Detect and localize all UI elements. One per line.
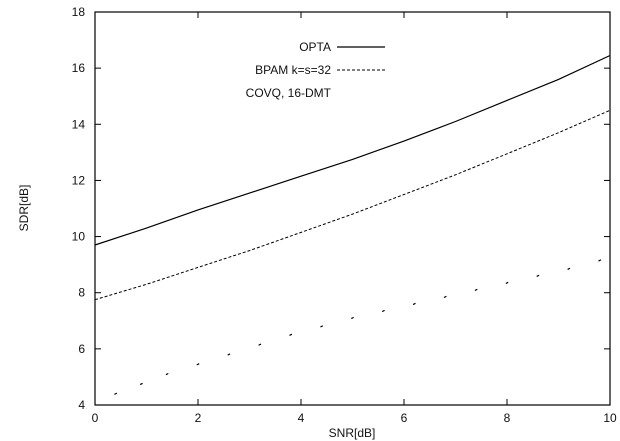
y-tick-label: 18 xyxy=(72,5,86,19)
series-covq-16-dmt-point xyxy=(139,382,143,386)
series-covq-16-dmt-point xyxy=(474,288,478,292)
series-covq-16-dmt-point xyxy=(227,353,231,356)
series-layer xyxy=(94,54,611,395)
x-tick-label: 4 xyxy=(298,411,305,425)
series-covq-16-dmt-point xyxy=(165,372,169,376)
series-covq-16-dmt-point xyxy=(196,363,200,366)
x-tick-label: 8 xyxy=(504,411,511,425)
series-covq-16-dmt-point xyxy=(536,274,540,278)
series-covq-16-dmt-point xyxy=(289,333,293,336)
y-tick-label: 10 xyxy=(72,230,86,244)
plot-frame xyxy=(94,11,611,406)
x-axis-label: SNR[dB] xyxy=(329,426,376,440)
y-tick-label: 4 xyxy=(78,398,85,412)
legend-label-bpam-k-s-32: BPAM k=s=32 xyxy=(255,63,331,77)
series-covq-16-dmt-point xyxy=(567,267,571,270)
series-bpam-k-s-32-line xyxy=(94,109,611,301)
y-tick-label: 14 xyxy=(72,117,86,131)
series-covq-16-dmt-point xyxy=(114,392,118,395)
legend-label-covq-16-dmt: COVQ, 16-DMT xyxy=(246,86,332,100)
series-covq-16-dmt-point xyxy=(598,259,602,262)
ticks xyxy=(94,11,611,406)
tick-labels: 0 2 4 6 8 10 4 6 8 10 12 14 16 18 xyxy=(72,5,617,425)
series-covq-16-dmt-point xyxy=(412,302,416,306)
series-opta-line xyxy=(94,54,611,246)
series-covq-16-dmt-point xyxy=(443,295,447,299)
series-covq-16-dmt-point xyxy=(320,325,324,328)
y-tick-label: 6 xyxy=(78,342,85,356)
y-tick-label: 8 xyxy=(78,286,85,300)
y-tick-label: 16 xyxy=(72,61,86,75)
x-tick-label: 10 xyxy=(603,411,617,425)
series-covq-16-dmt-point xyxy=(505,281,509,285)
legend-label-opta: OPTA xyxy=(299,40,331,54)
series-covq-16-dmt-point xyxy=(258,343,262,346)
y-axis-label: SDR[dB] xyxy=(17,185,31,232)
x-tick-label: 0 xyxy=(92,411,99,425)
series-covq-16-dmt-point xyxy=(351,316,354,320)
legend: OPTA BPAM k=s=32 COVQ, 16-DMT xyxy=(246,40,385,100)
x-tick-label: 2 xyxy=(195,411,202,425)
x-tick-label: 6 xyxy=(401,411,408,425)
y-tick-label: 12 xyxy=(72,173,86,187)
series-covq-16-dmt-point xyxy=(381,309,385,313)
